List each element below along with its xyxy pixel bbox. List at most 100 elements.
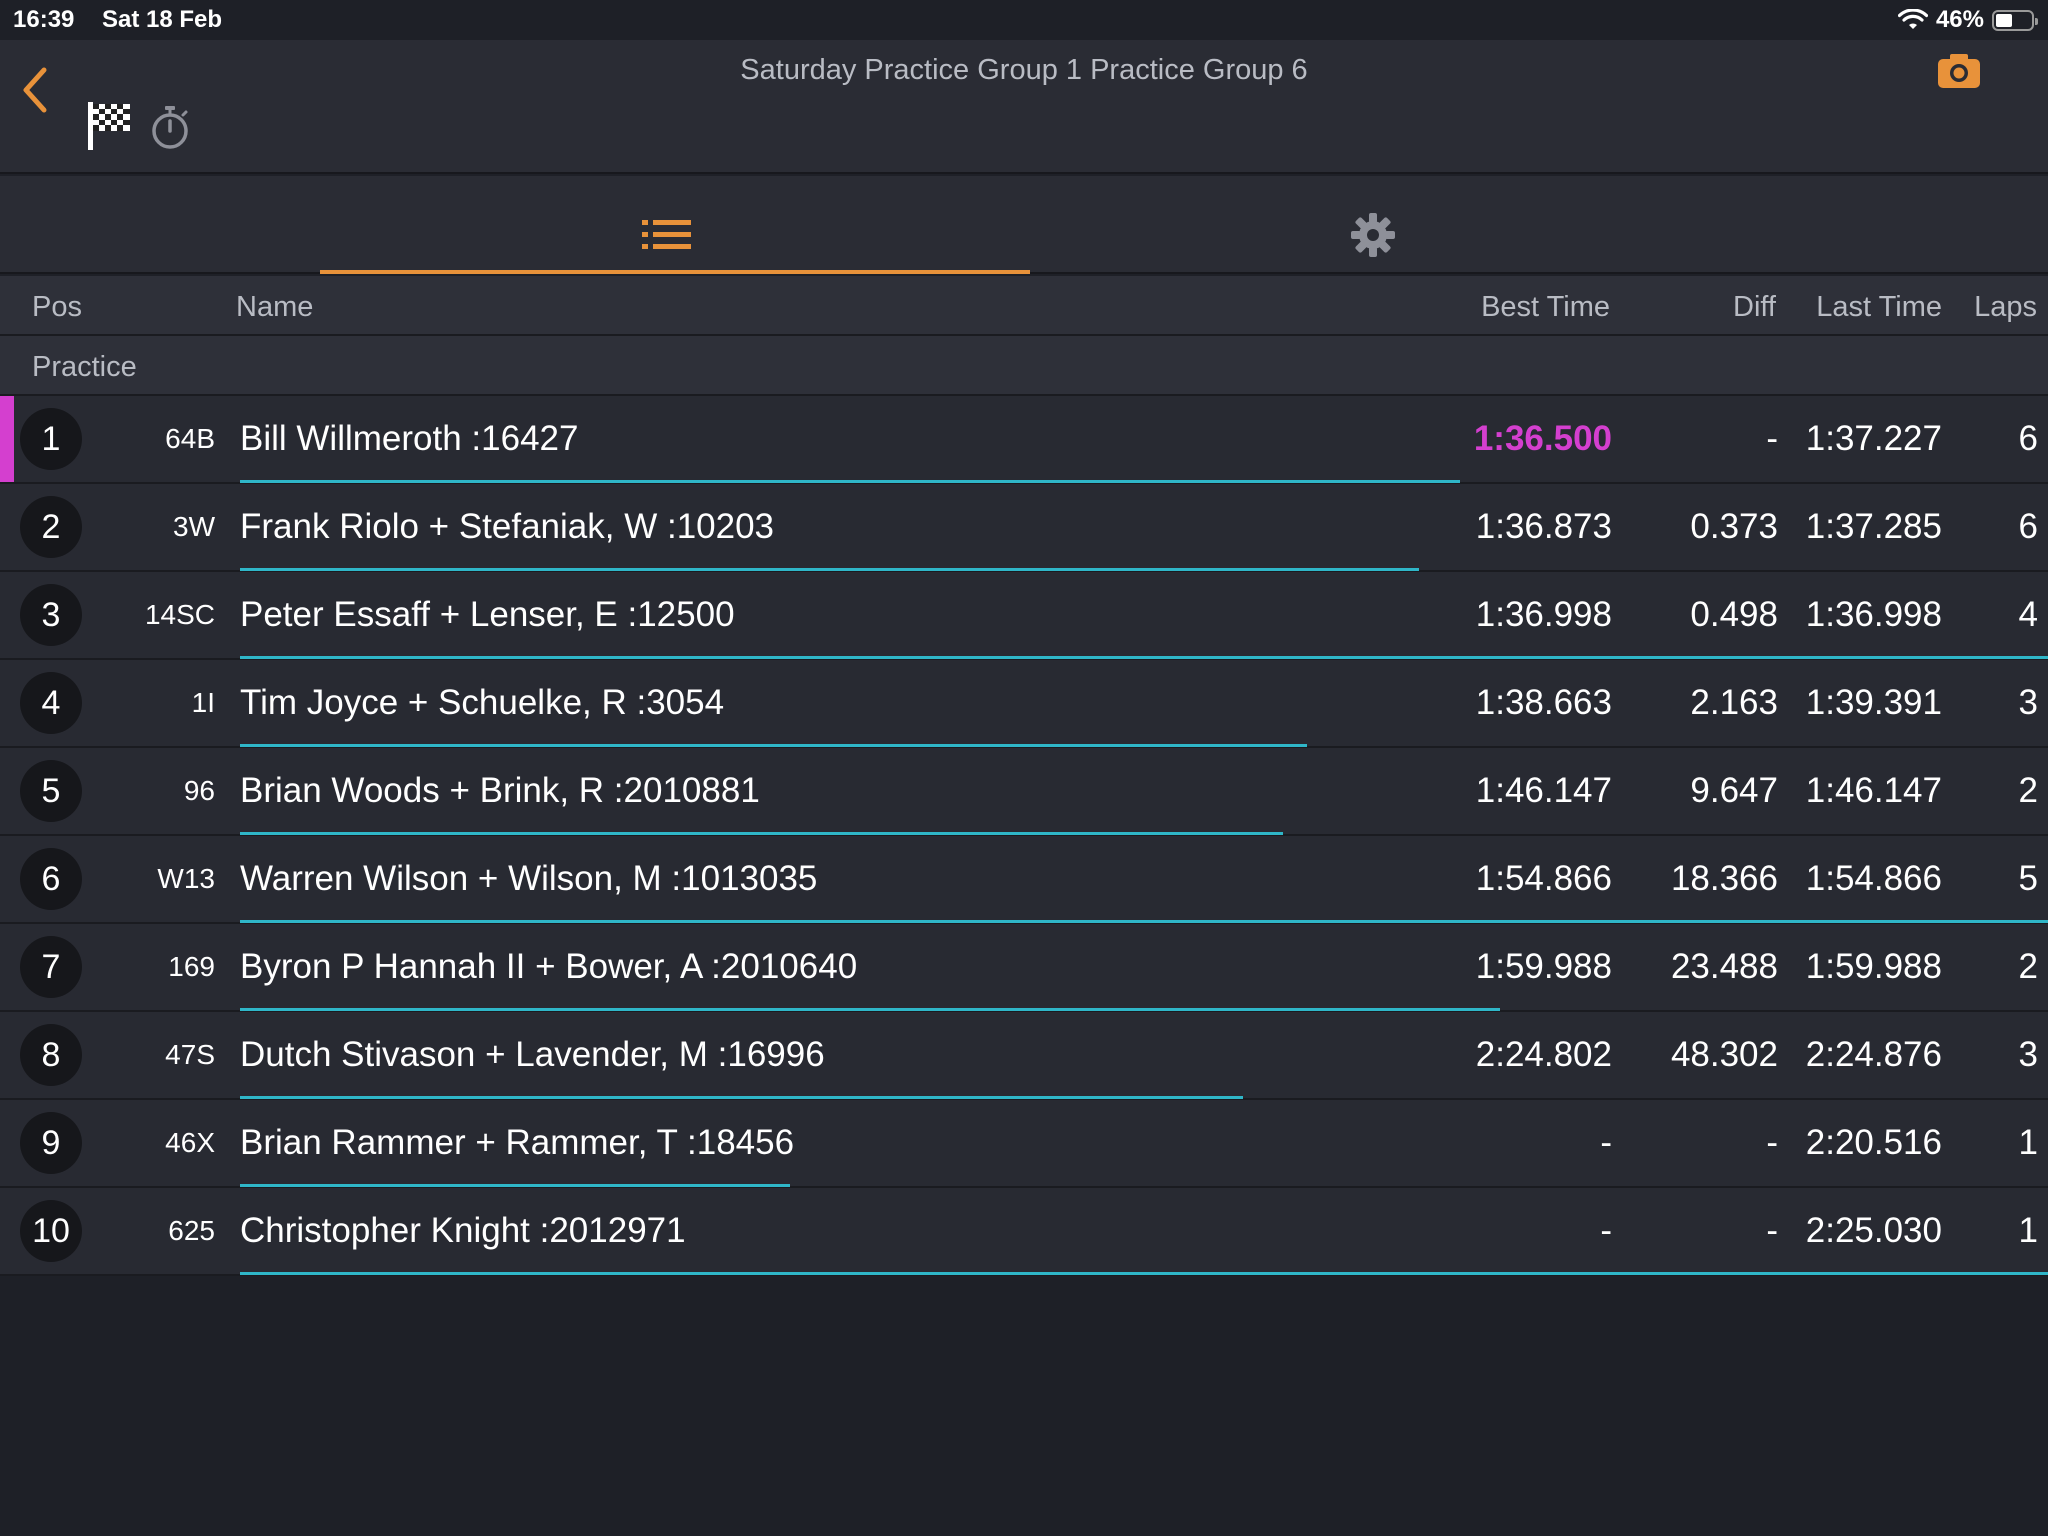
column-pos[interactable]: Pos bbox=[32, 291, 82, 323]
position-badge: 10 bbox=[20, 1200, 82, 1262]
status-bar: 16:39 Sat 18 Feb 46% bbox=[0, 0, 2048, 40]
car-number: 625 bbox=[168, 1215, 215, 1246]
lap-progress-bar bbox=[240, 832, 1283, 835]
best-time: 1:36.873 bbox=[1475, 507, 1612, 546]
driver-name: Brian Rammer + Rammer, T :18456 bbox=[240, 1123, 795, 1162]
table-header: Pos Name Best Time Diff Last Time Laps bbox=[0, 276, 2048, 336]
best-time: 1:36.500 bbox=[1473, 419, 1612, 458]
header: Saturday Practice Group 1 Practice Group… bbox=[0, 40, 2048, 174]
diff: 0.498 bbox=[1690, 595, 1778, 634]
driver-name: Frank Riolo + Stefaniak, W :10203 bbox=[240, 507, 775, 546]
laps: 2 bbox=[2018, 947, 2038, 986]
lap-progress-bar bbox=[240, 480, 1460, 483]
back-button[interactable] bbox=[18, 60, 58, 120]
position-badge: 8 bbox=[20, 1024, 82, 1086]
position-badge: 4 bbox=[20, 672, 82, 734]
diff: 0.373 bbox=[1690, 507, 1778, 546]
table-row[interactable]: 9 46X Brian Rammer + Rammer, T :18456 - … bbox=[0, 1100, 2048, 1188]
car-number: 1I bbox=[191, 687, 215, 718]
lap-progress-bar bbox=[240, 1184, 790, 1187]
diff: - bbox=[1766, 1211, 1778, 1250]
driver-name: Brian Woods + Brink, R :2010881 bbox=[240, 771, 760, 810]
checkered-flag-icon[interactable] bbox=[86, 100, 132, 152]
position-badge: 1 bbox=[20, 408, 82, 470]
car-number: 46X bbox=[165, 1127, 215, 1158]
driver-name: Byron P Hannah II + Bower, A :2010640 bbox=[240, 947, 858, 986]
car-number: 169 bbox=[168, 951, 215, 982]
car-number: 64B bbox=[165, 423, 215, 454]
table-row[interactable]: 5 96 Brian Woods + Brink, R :2010881 1:4… bbox=[0, 748, 2048, 836]
car-number: 14SC bbox=[144, 599, 215, 630]
column-laps[interactable]: Laps bbox=[1974, 291, 2037, 323]
table-row[interactable]: 10 625 Christopher Knight :2012971 - - 2… bbox=[0, 1188, 2048, 1276]
best-time: 2:24.802 bbox=[1475, 1035, 1612, 1074]
stopwatch-icon[interactable] bbox=[148, 104, 192, 150]
best-time: 1:46.147 bbox=[1475, 771, 1612, 810]
camera-icon[interactable] bbox=[1936, 52, 1982, 90]
position-badge: 9 bbox=[20, 1112, 82, 1174]
status-date: Sat 18 Feb bbox=[102, 6, 223, 33]
table-row[interactable]: 1 64B Bill Willmeroth :16427 1:36.500 - … bbox=[0, 396, 2048, 484]
position-badge: 2 bbox=[20, 496, 82, 558]
car-number: 3W bbox=[173, 511, 215, 542]
table-row[interactable]: 8 47S Dutch Stivason + Lavender, M :1699… bbox=[0, 1012, 2048, 1100]
active-tab-indicator bbox=[320, 270, 1030, 274]
last-time: 1:46.147 bbox=[1805, 771, 1942, 810]
position-badge: 6 bbox=[20, 848, 82, 910]
last-time: 1:36.998 bbox=[1805, 595, 1942, 634]
driver-name: Peter Essaff + Lenser, E :12500 bbox=[240, 595, 735, 634]
column-best-time[interactable]: Best Time bbox=[1481, 291, 1610, 323]
best-time: 1:36.998 bbox=[1475, 595, 1612, 634]
laps: 1 bbox=[2018, 1123, 2038, 1162]
battery-percent: 46% bbox=[1935, 6, 1984, 33]
table-row[interactable]: 6 W13 Warren Wilson + Wilson, M :1013035… bbox=[0, 836, 2048, 924]
table-row[interactable]: 4 1I Tim Joyce + Schuelke, R :3054 1:38.… bbox=[0, 660, 2048, 748]
column-name[interactable]: Name bbox=[236, 291, 314, 323]
lap-progress-bar bbox=[240, 744, 1307, 747]
driver-name: Warren Wilson + Wilson, M :1013035 bbox=[240, 859, 818, 898]
laps: 6 bbox=[2018, 507, 2038, 546]
lap-progress-bar bbox=[240, 1008, 1500, 1011]
last-time: 1:37.227 bbox=[1805, 419, 1942, 458]
last-time: 2:25.030 bbox=[1805, 1211, 1942, 1250]
table-row[interactable]: 3 14SC Peter Essaff + Lenser, E :12500 1… bbox=[0, 572, 2048, 660]
diff: 23.488 bbox=[1670, 947, 1778, 986]
tab-settings[interactable] bbox=[1350, 212, 1396, 258]
fastest-marker bbox=[0, 396, 14, 482]
table-row[interactable]: 7 169 Byron P Hannah II + Bower, A :2010… bbox=[0, 924, 2048, 1012]
wifi-icon bbox=[1897, 9, 1928, 29]
column-diff[interactable]: Diff bbox=[1733, 291, 1776, 323]
last-time: 1:37.285 bbox=[1805, 507, 1942, 546]
best-time: - bbox=[1600, 1211, 1612, 1250]
battery-icon bbox=[1992, 9, 2038, 31]
best-time: - bbox=[1600, 1123, 1612, 1162]
position-badge: 3 bbox=[20, 584, 82, 646]
last-time: 2:24.876 bbox=[1805, 1035, 1942, 1074]
last-time: 1:59.988 bbox=[1805, 947, 1942, 986]
group-label: Practice bbox=[32, 351, 137, 383]
car-number: 96 bbox=[183, 775, 215, 806]
car-number: 47S bbox=[165, 1039, 215, 1070]
lap-progress-bar bbox=[240, 1272, 2048, 1275]
diff: - bbox=[1766, 419, 1778, 458]
position-badge: 7 bbox=[20, 936, 82, 998]
column-last-time[interactable]: Last Time bbox=[1816, 291, 1942, 323]
tab-results[interactable] bbox=[320, 176, 1030, 274]
laps: 1 bbox=[2018, 1211, 2038, 1250]
laps: 6 bbox=[2018, 419, 2038, 458]
last-time: 2:20.516 bbox=[1805, 1123, 1942, 1162]
last-time: 1:39.391 bbox=[1805, 683, 1942, 722]
best-time: 1:54.866 bbox=[1475, 859, 1612, 898]
driver-name: Tim Joyce + Schuelke, R :3054 bbox=[240, 683, 725, 722]
status-time: 16:39 bbox=[13, 6, 75, 33]
best-time: 1:59.988 bbox=[1475, 947, 1612, 986]
table-row[interactable]: 2 3W Frank Riolo + Stefaniak, W :10203 1… bbox=[0, 484, 2048, 572]
lap-progress-bar bbox=[240, 656, 2048, 659]
lap-progress-bar bbox=[240, 568, 1419, 571]
laps: 3 bbox=[2018, 683, 2038, 722]
laps: 5 bbox=[2018, 859, 2038, 898]
laps: 3 bbox=[2018, 1035, 2038, 1074]
results-list: 1 64B Bill Willmeroth :16427 1:36.500 - … bbox=[0, 396, 2048, 1276]
car-number: W13 bbox=[157, 863, 215, 894]
